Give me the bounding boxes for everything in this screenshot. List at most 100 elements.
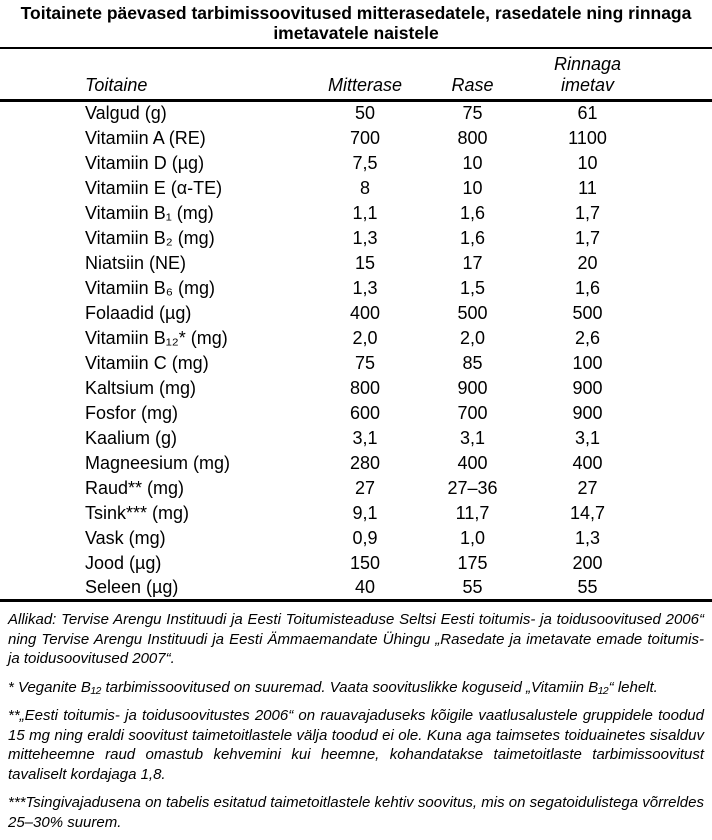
rase-value: 27–36 [447,477,498,498]
rase-value: 500 [457,302,488,323]
footnote-sources: Allikad: Tervise Arengu Instituudi ja Ee… [8,611,704,667]
nutrient-label: Seleen (µg) [0,575,305,602]
mitterase-value: 9,1 [352,502,378,523]
mitterase-value: 0,9 [352,527,378,548]
rase-value: 700 [457,402,488,423]
rase-value: 800 [457,127,488,148]
imetav-value: 1,3 [574,527,601,548]
mitterase-value: 15 [354,252,376,273]
rase-value: 85 [462,352,483,373]
footnote-zinc: ***Tsingivajadusena on tabelis esitatud … [8,794,704,831]
imetav-value: 3,1 [574,427,601,448]
nutrient-label: Vitamiin B₁₂* (mg) [85,327,228,348]
imetav-value: 27 [577,477,598,498]
mitterase-value: 700 [349,127,381,148]
rase-value: 900 [457,377,488,398]
rase-value: 17 [462,252,483,273]
table-row: Tsink*** (mg) 9,1 11,7 14,7 [0,501,712,526]
row-spacer [655,451,712,476]
row-spacer [655,201,712,226]
table-row: Vask (mg) 0,9 1,0 1,3 [0,526,712,551]
imetav-value: 61 [577,103,598,124]
mitterase-value: 400 [349,302,381,323]
imetav-value: 100 [572,352,603,373]
nutrient-label: Valgud (g) [85,103,167,124]
table-row: Kaltsium (mg) 800 900 900 [0,376,712,401]
row-spacer [655,251,712,276]
rase-value: 1,6 [459,227,486,248]
nutrient-label: Magneesium (mg) [85,452,231,473]
table-row: Jood (µg) 150 175 200 [0,551,712,576]
table-row: Raud** (mg) 27 27–36 27 [0,476,712,501]
mitterase-value: 3,1 [352,427,378,448]
table-row: Vitamiin B₆ (mg) 1,3 1,5 1,6 [0,276,712,301]
nutrient-label: Jood (µg) [85,552,162,573]
table-row: Folaadid (µg) 400 500 500 [0,301,712,326]
row-spacer [655,575,712,602]
rase-value: 1,0 [459,527,486,548]
rase-value: 10 [462,152,483,173]
row-spacer [655,226,712,251]
imetav-value: 1,6 [574,277,601,298]
table-row: Kaalium (g) 3,1 3,1 3,1 [0,426,712,451]
table-row: Vitamiin B₂ (mg) 1,3 1,6 1,7 [0,226,712,251]
mitterase-value: 600 [349,402,381,423]
mitterase-value: 280 [349,452,381,473]
imetav-value: 10 [577,152,598,173]
nutrient-label: Folaadid (µg) [85,302,192,323]
table-header: Toitaine Mitterase Rase Rinnaga imetav [0,48,712,102]
imetav-value: 20 [577,252,598,273]
table-row: Vitamiin B₁ (mg) 1,1 1,6 1,7 [0,201,712,226]
mitterase-value: 8 [359,177,370,198]
nutrient-label: Raud** (mg) [85,477,185,498]
row-spacer [655,301,712,326]
imetav-value: 500 [572,302,603,323]
mitterase-value: 7,5 [352,152,378,173]
page-title: Toitainete päevased tarbimissoovitused m… [20,3,692,43]
imetav-value: 1,7 [574,202,601,223]
row-spacer [655,176,712,201]
nutrient-label: Kaltsium (mg) [85,377,197,398]
table-row: Valgud (g) 50 75 61 [0,101,712,126]
mitterase-value: 2,0 [352,327,378,348]
mitterase-value: 1,1 [352,202,378,223]
table-row: Niatsiin (NE) 15 17 20 [0,251,712,276]
table-row: Vitamiin D (µg) 7,5 10 10 [0,151,712,176]
imetav-value: 200 [572,552,603,573]
rase-value: 2,0 [459,327,486,348]
row-spacer [655,151,712,176]
mitterase-value: 1,3 [352,227,378,248]
mitterase-value: 27 [354,477,376,498]
table-row: Seleen (µg) 40 55 55 [0,575,712,602]
nutrient-label: Vitamiin A (RE) [85,127,206,148]
nutrient-label: Vitamiin B₁ (mg) [85,202,214,223]
rase-value: 10 [462,177,483,198]
rase-value: 400 [457,452,488,473]
column-header-rase: Rase [425,48,520,102]
nutrients-table: Toitaine Mitterase Rase Rinnaga imetav V… [0,47,712,602]
imetav-value: 14,7 [569,502,606,523]
header-spacer [655,48,712,102]
mitterase-value: 50 [354,103,376,124]
imetav-value: 1100 [568,127,607,148]
row-spacer [655,426,712,451]
imetav-value: 400 [572,452,603,473]
rase-value: 11,7 [455,502,490,523]
row-spacer [655,126,712,151]
nutrient-label: Vask (mg) [85,527,166,548]
nutrient-label: Vitamiin B₂ (mg) [85,227,215,248]
nutrient-label: Vitamiin C (mg) [85,352,209,373]
table-row: Vitamiin C (mg) 75 85 100 [0,351,712,376]
table-row: Vitamiin E (α-TE) 8 10 11 [0,176,712,201]
row-spacer [655,101,712,126]
row-spacer [655,376,712,401]
mitterase-value: 800 [349,377,381,398]
footnote-iron: **„Eesti toitumis- ja toidusoovitustes 2… [8,707,704,783]
row-spacer [655,401,712,426]
rase-value: 55 [425,575,520,602]
rase-value: 1,6 [459,202,486,223]
nutrient-label: Vitamiin E (α-TE) [85,177,223,198]
mitterase-value: 75 [354,352,376,373]
imetav-value: 900 [572,402,603,423]
column-header-toitaine: Toitaine [0,48,305,102]
